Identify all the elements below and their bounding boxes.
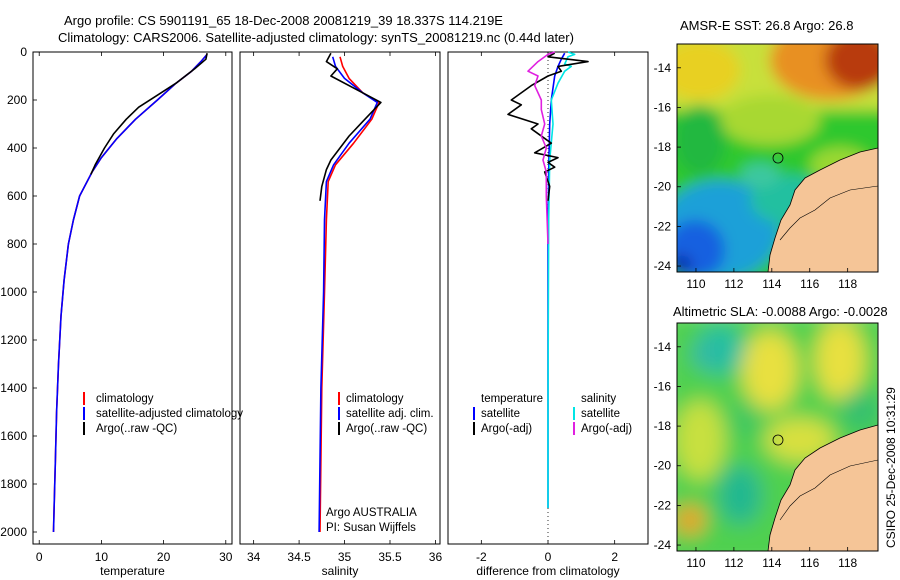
x-tick-label: 36 — [429, 550, 443, 564]
x-tick-label: 112 — [724, 556, 743, 570]
credit-line-2: PI: Susan Wijffels — [326, 522, 416, 534]
y-tick-label: 1400 — [0, 381, 27, 395]
x-tick-label: 35.5 — [378, 550, 402, 564]
sla-map: 110 112 114 116 118 -14 -16 -18 -20 -22 -24 — [654, 322, 879, 570]
legend-satellite-adj: satellite adj. clim. — [346, 408, 434, 420]
series-line — [90, 53, 208, 175]
y-tick-label: 600 — [7, 189, 27, 203]
y-tick-label: 1200 — [0, 333, 27, 347]
y-tick-label: 2000 — [0, 525, 27, 539]
x-axis-label: salinity — [322, 564, 359, 578]
argo-float-marker — [772, 434, 784, 446]
series-line — [527, 51, 555, 245]
x-tick-label: 34.5 — [287, 550, 311, 564]
x-tick-label: 0 — [36, 550, 43, 564]
y-tick-label: 400 — [7, 141, 27, 155]
legend-salinity-argo: Argo(-adj) — [581, 423, 632, 435]
temperature-legend: climatology satellite-adjusted climatolo… — [83, 392, 243, 435]
y-tick-label: 1600 — [0, 429, 27, 443]
y-tick-label: -16 — [654, 100, 672, 114]
series-line — [318, 56, 379, 533]
salinity-panel: 34 34.5 35 35.5 36 salinity — [239, 51, 443, 578]
x-tick-label: 34 — [247, 550, 261, 564]
x-tick-label: 0 — [545, 550, 552, 564]
sst-map: 110 112 114 116 118 -14 -16 -18 -20 -22 -24 — [654, 43, 879, 291]
plot-frame — [32, 51, 233, 545]
x-tick-label: 30 — [219, 550, 233, 564]
x-axis-label: temperature — [100, 564, 165, 578]
legend-temperature-argo: Argo(-adj) — [481, 423, 532, 435]
y-tick-label: 1000 — [0, 285, 27, 299]
legend-satellite-adjusted: satellite-adjusted climatology — [96, 408, 243, 420]
x-tick-label: 116 — [800, 556, 819, 570]
title-line-2: Climatology: CARS2006. Satellite-adjuste… — [58, 30, 574, 45]
legend-temperature-heading: temperature — [481, 393, 543, 405]
series-line — [547, 51, 576, 508]
y-tick-label: -14 — [654, 340, 672, 354]
x-tick-label: -2 — [476, 550, 487, 564]
legend-temperature-satellite: satellite — [481, 408, 520, 420]
y-tick-label: 800 — [7, 237, 27, 251]
sla-map-title: Altimetric SLA: -0.0088 Argo: -0.0028 — [673, 304, 888, 319]
y-tick-label: -14 — [654, 61, 672, 75]
x-tick-label: 112 — [724, 277, 743, 291]
legend-salinity-heading: salinity — [581, 393, 616, 405]
legend-argo: Argo(..raw -QC) — [96, 423, 177, 435]
x-axis-label: difference from climatology — [476, 564, 619, 578]
land-mass — [768, 148, 878, 272]
y-tick-label: -24 — [654, 259, 672, 273]
sst-map-title: AMSR-E SST: 26.8 Argo: 26.8 — [680, 18, 853, 33]
y-tick-label: -20 — [654, 180, 672, 194]
series-line — [507, 52, 589, 201]
legend-climatology: climatology — [346, 393, 404, 405]
temperature-panel: 0 10 20 30 0 200 400 600 800 1000 1200 1400 1600 1800… — [0, 45, 232, 578]
legend-argo: Argo(..raw -QC) — [346, 423, 427, 435]
x-tick-label: 118 — [838, 277, 857, 291]
timestamp-stamp: CSIRO 25-Dec-2008 10:31:29 — [884, 387, 898, 548]
y-tick-label: -18 — [654, 140, 672, 154]
legend-salinity-satellite: satellite — [581, 408, 620, 420]
difference-legend: temperature satellite Argo(-adj) salinit… — [473, 393, 632, 435]
title-line-1: Argo profile: CS 5901191_65 18-Dec-2008 … — [64, 13, 503, 28]
y-tick-label: -16 — [654, 379, 672, 393]
argo-float-marker — [772, 152, 784, 164]
x-tick-label: 20 — [157, 550, 171, 564]
y-tick-label: 200 — [7, 93, 27, 107]
land-mass — [768, 425, 878, 551]
x-tick-label: 2 — [611, 550, 618, 564]
legend-climatology: climatology — [96, 393, 154, 405]
series-line — [319, 56, 380, 533]
x-tick-label: 114 — [762, 556, 781, 570]
x-tick-label: 116 — [800, 277, 819, 291]
y-tick-label: -20 — [654, 459, 672, 473]
y-tick-label: 1800 — [0, 477, 27, 491]
x-tick-label: 110 — [686, 556, 705, 570]
x-tick-label: 114 — [762, 277, 781, 291]
y-tick-label: -18 — [654, 419, 672, 433]
series-line — [319, 52, 382, 201]
y-tick-label: -22 — [654, 219, 672, 233]
y-tick-label: 0 — [20, 45, 27, 59]
x-tick-label: 35 — [338, 550, 352, 564]
x-tick-label: 110 — [686, 277, 705, 291]
y-tick-label: -22 — [654, 498, 672, 512]
salinity-legend: climatology satellite adj. clim. Argo(..… — [338, 392, 434, 435]
x-tick-label: 118 — [838, 556, 857, 570]
credit-line-1: Argo AUSTRALIA — [326, 507, 417, 519]
y-tick-label: -24 — [654, 538, 672, 552]
plot-frame — [239, 51, 441, 545]
x-tick-label: 10 — [95, 550, 109, 564]
